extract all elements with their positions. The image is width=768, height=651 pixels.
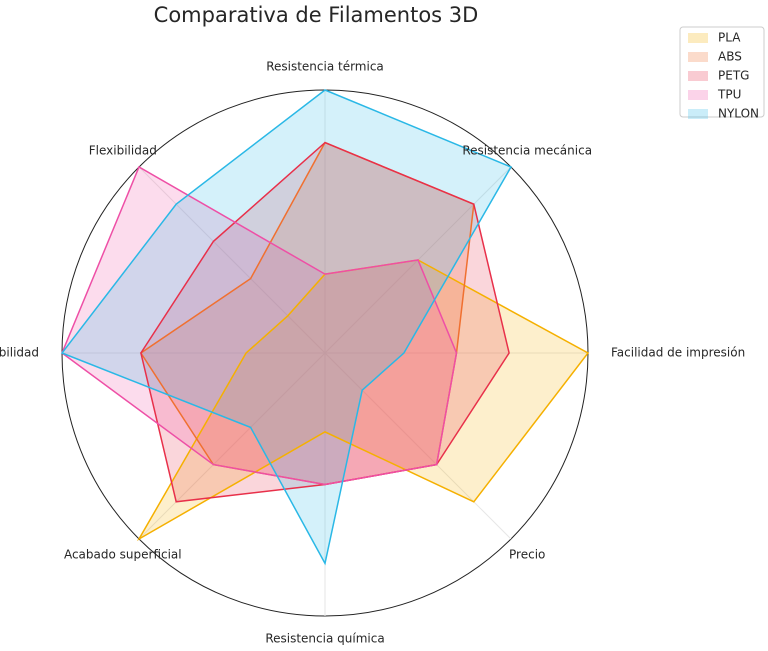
legend-swatch	[688, 33, 708, 43]
legend-label: PETG	[718, 69, 749, 83]
series-area	[62, 167, 457, 485]
series-area	[139, 260, 588, 539]
axis-label: Precio	[509, 548, 545, 562]
legend-swatch	[688, 52, 708, 62]
legend-box	[679, 26, 765, 118]
legend-label: PLA	[718, 31, 741, 45]
series-area	[62, 90, 511, 564]
axis-label: Resistencia térmica	[266, 60, 384, 74]
axis-label: Resistencia mecánica	[462, 143, 592, 157]
axis-label: Resistencia química	[265, 632, 384, 646]
series-line	[136, 259, 590, 542]
radar-spoke	[324, 352, 512, 540]
axis-labels: Resistencia térmica Resistencia mecánica F…	[0, 60, 745, 646]
chart-title: Comparativa de Filamentos 3D	[154, 3, 479, 27]
series-line	[60, 89, 513, 566]
radar-series	[60, 89, 590, 566]
radar-spoke	[138, 352, 326, 540]
legend-swatch	[688, 71, 708, 81]
legend-label: NYLON	[718, 107, 759, 121]
radar-spoke	[138, 166, 326, 354]
axis-label: Durabilidad	[0, 346, 39, 360]
series-line	[61, 165, 458, 486]
axis-label: Facilidad de impresión	[611, 346, 745, 360]
axis-label: Acabado superficial	[64, 548, 182, 562]
legend-swatch	[688, 90, 708, 100]
legend-swatch	[688, 109, 708, 119]
series-area	[140, 142, 510, 502]
legend: PLA ABS PETG TPU NYLON	[679, 26, 765, 121]
axis-label: Flexibilidad	[89, 143, 157, 157]
series-area	[140, 142, 474, 485]
legend-label: TPU	[717, 88, 741, 102]
legend-label: ABS	[718, 50, 742, 64]
